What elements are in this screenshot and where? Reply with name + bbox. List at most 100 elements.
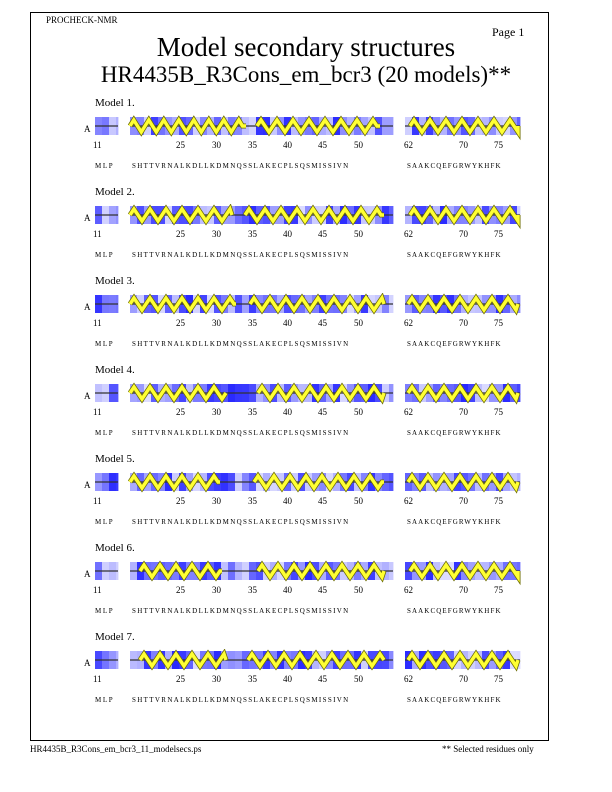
chain-label: A [84,569,91,579]
helix-ribbon [406,294,520,314]
model-panel: Model 3. A 11 25 30 35 40 45 50 62 70 75 MLP SHTTVRNA… [0,275,612,357]
model-panel: Model 5. A 11 25 30 35 40 45 50 62 70 75 MLP SHTTVRNA… [0,453,612,535]
helix-ribbon [406,383,520,403]
residue-number: 30 [212,318,221,328]
residue-number: 11 [93,407,102,417]
sequence-text: SHTTVRNALKDLLKDMNQSSLAKECPLSQSMISSIVN [132,162,350,170]
residue-number: 35 [248,140,257,150]
residue-number: 35 [248,585,257,595]
residue-number: 30 [212,229,221,239]
page-number: Page 1 [492,25,525,39]
residue-number: 25 [176,229,185,239]
helix-ribbon [128,294,236,314]
residue-number: 45 [318,407,327,417]
sequence-text: SAAKCQEFGRWYKHFK [407,162,502,170]
residue-number: 35 [248,229,257,239]
chain-label: A [84,391,91,401]
residue-number: 40 [283,496,292,506]
residue-number: 25 [176,674,185,684]
sequence-text: MLP [95,340,115,348]
residue-number: 50 [354,496,363,506]
residue-number: 11 [93,674,102,684]
residue-number: 45 [318,229,327,239]
secondary-structure-track [95,382,521,405]
residue-number: 11 [93,229,102,239]
chain-label: A [84,302,91,312]
residue-number: 70 [459,585,468,595]
secondary-structure-track [95,649,521,672]
residue-number: 30 [212,585,221,595]
sequence-text: SAAKCQEFGRWYKHFK [407,696,502,704]
residue-number: 62 [404,140,413,150]
residue-number: 62 [404,407,413,417]
sequence-text: SHTTVRNALKDLLKDMNQSSLAKECPLSQSMISSIVN [132,340,350,348]
residue-number: 70 [459,674,468,684]
residue-number: 62 [404,585,413,595]
helix-ribbon [406,650,520,670]
secondary-structure-track [95,560,521,586]
residue-number: 62 [404,229,413,239]
residue-number: 70 [459,496,468,506]
residue-number: 11 [93,140,102,150]
sequence-text: SAAKCQEFGRWYKHFK [407,251,502,259]
residue-number: 11 [93,496,102,506]
sequence-text: SAAKCQEFGRWYKHFK [407,429,502,437]
model-panel: Model 7. A 11 25 30 35 40 45 50 62 70 75 MLP SHTTVRNA… [0,631,612,713]
secondary-structure-track [95,115,521,141]
sequence-text: SHTTVRNALKDLLKDMNQSSLAKECPLSQSMISSIVN [132,429,350,437]
residue-number: 75 [494,674,503,684]
residue-number: 45 [318,674,327,684]
helix-ribbon [128,472,220,492]
chain-label: A [84,124,91,134]
model-label: Model 5. [95,453,135,465]
program-name: PROCHECK-NMR [46,15,118,25]
footer-note: ** Selected residues only [442,744,534,754]
residue-number: 11 [93,318,102,328]
residue-number: 45 [318,496,327,506]
helix-ribbon [128,383,228,403]
sequence-text: MLP [95,607,115,615]
model-label: Model 2. [95,186,135,198]
residue-number: 30 [212,674,221,684]
residue-number: 50 [354,229,363,239]
helix-ribbon [408,561,520,583]
page-frame [30,12,549,741]
helix-ribbon [138,650,228,670]
residue-number: 40 [283,229,292,239]
sequence-text: SHTTVRNALKDLLKDMNQSSLAKECPLSQSMISSIVN [132,696,350,704]
residue-number: 50 [354,585,363,595]
residue-number: 45 [318,140,327,150]
model-panel: Model 2. A 11 25 30 35 40 45 50 62 70 75 MLP SHTTVRNA… [0,186,612,268]
residue-number: 11 [93,585,102,595]
model-label: Model 4. [95,364,135,376]
sequence-text: MLP [95,162,115,170]
sequence-text: SHTTVRNALKDLLKDMNQSSLAKECPLSQSMISSIVN [132,251,350,259]
chain-label: A [84,480,91,490]
secondary-structure-track [95,471,521,494]
residue-number: 30 [212,407,221,417]
residue-number: 25 [176,585,185,595]
residue-number: 75 [494,318,503,328]
page-subtitle: HR4435B_R3Cons_em_bcr3 (20 models)** [100,62,512,87]
residue-number: 40 [283,407,292,417]
residue-number: 40 [283,318,292,328]
helix-ribbon [256,383,386,403]
helix-ribbon [256,561,386,581]
residue-number: 35 [248,318,257,328]
helix-ribbon [128,116,246,136]
model-label: Model 7. [95,631,135,643]
footer-filename: HR4435B_R3Cons_em_bcr3_11_modelsecs.ps [30,744,202,754]
helix-ribbon [408,116,520,138]
residue-number: 50 [354,674,363,684]
residue-number: 40 [283,674,292,684]
sequence-text: SAAKCQEFGRWYKHFK [407,518,502,526]
residue-number: 75 [494,585,503,595]
residue-number: 70 [459,229,468,239]
helix-ribbon [248,294,386,314]
residue-number: 75 [494,496,503,506]
secondary-structure-track [95,293,521,316]
helix-ribbon [246,650,386,670]
residue-number: 70 [459,140,468,150]
helix-ribbon [255,116,380,136]
residue-number: 50 [354,140,363,150]
